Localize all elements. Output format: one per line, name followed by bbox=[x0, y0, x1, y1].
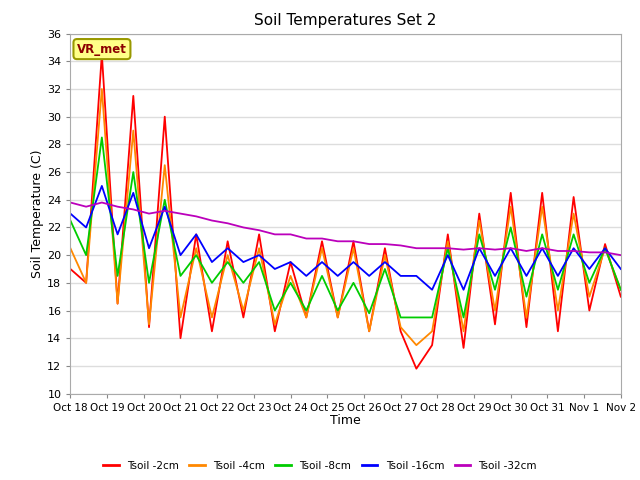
Text: VR_met: VR_met bbox=[77, 43, 127, 56]
X-axis label: Time: Time bbox=[330, 414, 361, 427]
Title: Soil Temperatures Set 2: Soil Temperatures Set 2 bbox=[255, 13, 436, 28]
Legend: Tsoil -2cm, Tsoil -4cm, Tsoil -8cm, Tsoil -16cm, Tsoil -32cm: Tsoil -2cm, Tsoil -4cm, Tsoil -8cm, Tsoi… bbox=[99, 456, 541, 475]
Y-axis label: Soil Temperature (C): Soil Temperature (C) bbox=[31, 149, 44, 278]
